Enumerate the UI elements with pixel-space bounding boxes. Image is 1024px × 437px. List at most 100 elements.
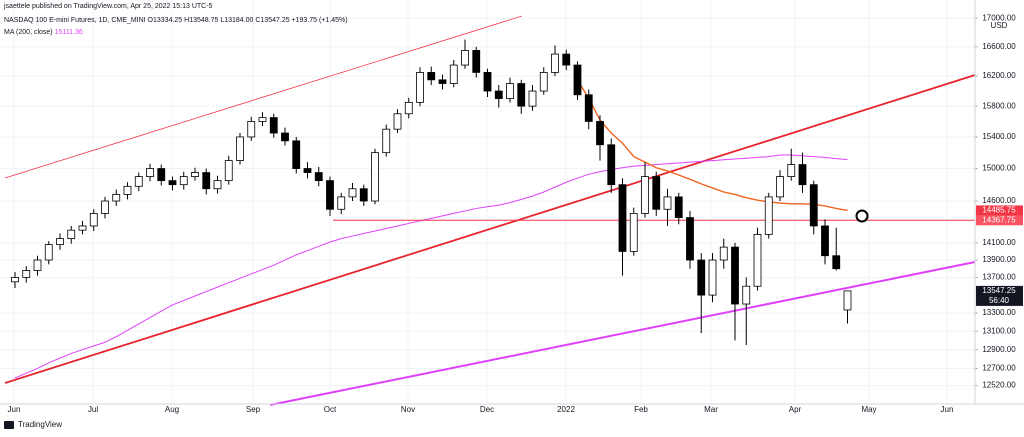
candle-body xyxy=(202,172,211,190)
candle-body xyxy=(697,259,706,296)
line-price-label: 14367.75 xyxy=(982,215,1016,224)
candle-body xyxy=(348,188,357,198)
y-tick-label: 13300.00 xyxy=(982,308,1016,317)
candle-body xyxy=(168,180,177,186)
candle-body xyxy=(247,121,256,138)
candle-body xyxy=(269,117,278,134)
candle-body xyxy=(719,246,728,261)
y-tick-label: 15400.00 xyxy=(982,132,1016,141)
candle-body xyxy=(652,176,661,210)
candle-body xyxy=(134,176,143,187)
candle-body xyxy=(191,172,199,177)
chart-title: NASDAQ 100 E-mini Futures, 1D, CME_MINI xyxy=(4,17,146,24)
candle-body xyxy=(787,164,796,177)
x-tick-label: Apr xyxy=(789,405,802,414)
candle-body xyxy=(753,233,762,287)
candle-body xyxy=(337,196,346,210)
y-tick-label: 16200.00 xyxy=(982,71,1016,80)
candle-body xyxy=(832,255,841,270)
candle-body xyxy=(641,176,649,214)
candle-body xyxy=(584,94,593,122)
y-tick-label: 13900.00 xyxy=(982,255,1016,264)
candle-body xyxy=(33,259,42,271)
y-tick-label: 12900.00 xyxy=(982,345,1016,354)
candle-body xyxy=(224,160,233,182)
x-tick-label: Dec xyxy=(480,405,494,414)
candle-body xyxy=(539,72,548,92)
currency: USD xyxy=(991,21,1008,30)
x-tick-label: Jul xyxy=(88,405,98,414)
candle-body xyxy=(596,121,604,146)
candle-body xyxy=(607,144,616,186)
candle-body xyxy=(674,196,683,218)
x-tick-label: Feb xyxy=(634,405,648,414)
last-price-label-box xyxy=(976,285,1023,306)
ma-price-label-box xyxy=(976,205,1023,216)
candle-body xyxy=(494,90,503,99)
line-price-label-box xyxy=(976,215,1023,226)
candle-body xyxy=(562,53,571,66)
last-price-label-countdown: 56:40 xyxy=(989,296,1010,305)
last-price-label: 13547.25 xyxy=(982,286,1016,295)
candle-body xyxy=(179,176,188,186)
candle-body xyxy=(809,184,818,227)
y-tick-label: 15000.00 xyxy=(982,164,1016,173)
candle-body xyxy=(708,259,717,296)
candle-body xyxy=(258,117,267,122)
x-tick-label: Sep xyxy=(246,405,261,414)
candle-body xyxy=(618,184,627,252)
candle-body xyxy=(629,213,638,252)
trend-line xyxy=(4,74,976,384)
trend-line xyxy=(4,15,523,179)
candle-body xyxy=(393,113,402,130)
candle-body xyxy=(551,53,559,73)
x-tick-label: 2022 xyxy=(557,405,575,414)
candle-body xyxy=(314,172,323,182)
y-tick-label: 12700.00 xyxy=(982,364,1016,373)
ma-value: 15111.36 xyxy=(55,29,83,36)
candle-body xyxy=(843,290,852,311)
y-tick-label: 12520.00 xyxy=(982,381,1016,390)
candle-body xyxy=(11,277,19,283)
candle-body xyxy=(112,194,121,202)
ohlc-legend: O13334.25 H13548.75 L13184.00 C13547.25 … xyxy=(148,17,348,24)
ma-name: MA (200, close) xyxy=(4,29,53,36)
logo xyxy=(4,421,14,429)
candle-body xyxy=(573,64,582,96)
brand: TradingView xyxy=(18,420,62,429)
candle-body xyxy=(404,101,413,115)
candle-body xyxy=(56,238,64,245)
y-tick-label: 16600.00 xyxy=(982,42,1016,51)
candle-body xyxy=(382,128,391,154)
plot-area xyxy=(4,15,976,406)
candle-body xyxy=(281,132,289,142)
y-tick-label: 14600.00 xyxy=(982,196,1016,205)
x-tick-label: May xyxy=(861,405,876,414)
x-tick-label: Nov xyxy=(401,405,415,414)
candle-body xyxy=(764,196,773,235)
candle-body xyxy=(663,196,672,210)
candle-body xyxy=(449,64,458,84)
candle-body xyxy=(461,50,469,66)
price-axis: 17000.00 16600.00 16200.00 15800.00 15400.00… xyxy=(975,13,1023,390)
marks xyxy=(11,39,975,379)
candle-body xyxy=(416,72,424,103)
candle-body xyxy=(67,229,76,240)
candle-body xyxy=(157,168,166,182)
candle-body xyxy=(686,217,694,261)
candle-body xyxy=(78,225,87,231)
x-tick-label: Jun xyxy=(941,405,954,414)
x-tick-label: Mar xyxy=(704,405,718,414)
x-tick-label: Jun xyxy=(8,405,21,414)
candle-body xyxy=(236,136,244,161)
candle-body xyxy=(303,168,312,173)
candle-body xyxy=(517,83,526,107)
candle-body xyxy=(123,185,132,195)
y-tick-label: 15800.00 xyxy=(982,101,1016,110)
candle-body xyxy=(798,164,807,186)
y-tick-label: 14100.00 xyxy=(982,238,1016,247)
candle-body xyxy=(821,225,829,257)
publisher: jsaettele published on TradingView.com, … xyxy=(3,3,213,10)
candle-body xyxy=(213,180,222,190)
